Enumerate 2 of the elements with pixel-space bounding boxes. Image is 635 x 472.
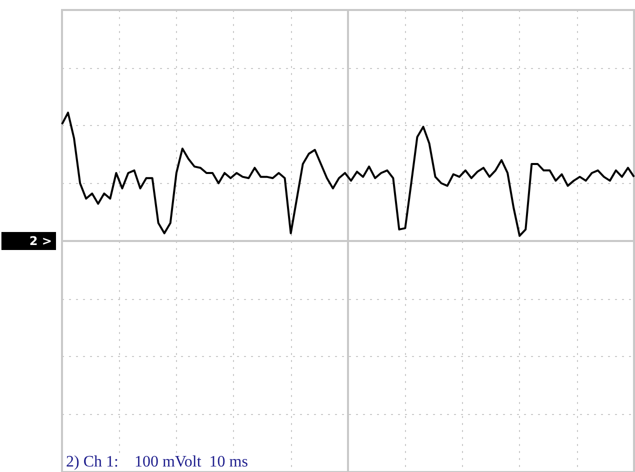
text: 2 >	[29, 234, 52, 248]
text: 2) Ch 1: 100 mVolt 10 ms	[66, 454, 248, 470]
